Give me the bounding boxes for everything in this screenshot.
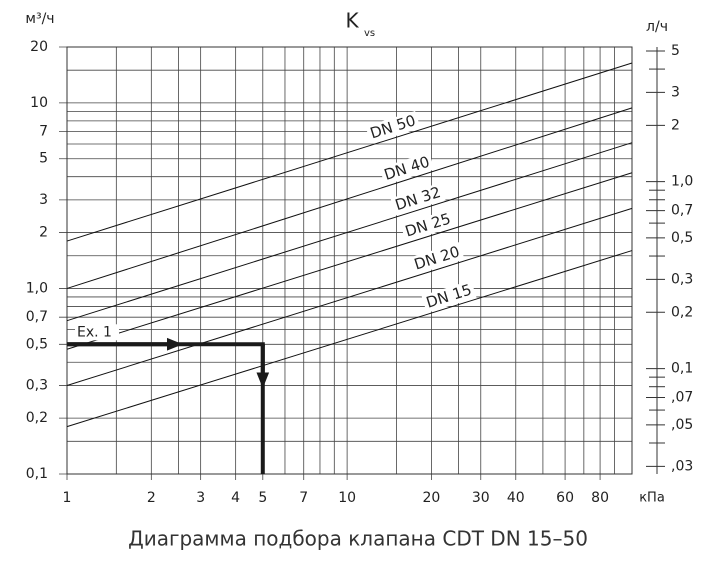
y-tick-label: 0,2	[26, 410, 48, 426]
example-label: Ex. 1	[77, 324, 112, 340]
x-tick-label: 7	[299, 490, 308, 506]
y-tick-label: 0,1	[26, 466, 48, 482]
x-tick-label: 2	[147, 490, 156, 506]
y-tick-label: 3	[39, 192, 48, 208]
y2-tick-label: 0,1	[671, 361, 693, 377]
y-tick-label: 0,3	[26, 377, 48, 393]
y2-tick-label: ,05	[671, 417, 693, 433]
label-bg	[409, 242, 465, 275]
plot-frame	[66, 46, 633, 475]
label-bg	[421, 280, 477, 313]
y2-tick-label: 1,0	[671, 174, 693, 190]
y-axis-label: м³/ч	[25, 11, 54, 27]
dn-label: DN 25	[403, 209, 453, 240]
x-axis-label: кПа	[639, 491, 665, 506]
y-tick-label: 20	[30, 39, 48, 55]
y-tick-label: 7	[39, 124, 48, 140]
dn-line	[66, 142, 633, 322]
y2-tick-label: ,03	[671, 458, 693, 474]
dn-label: DN 20	[412, 242, 462, 273]
chart-title: K	[345, 9, 359, 33]
x-tick-label: 80	[591, 490, 609, 506]
y2-tick-label: 0,2	[671, 304, 693, 320]
y2-axis-label: л/ч	[646, 19, 668, 35]
x-tick-label: 10	[338, 490, 356, 506]
y-tick-label: 0,7	[26, 309, 48, 325]
x-tick-label: 30	[472, 490, 490, 506]
x-tick-label: 20	[423, 490, 441, 506]
dn-label: DN 32	[393, 183, 443, 214]
x-tick-label: 5	[258, 490, 267, 506]
label-bg	[390, 182, 446, 216]
y2-tick-label: 5	[671, 43, 680, 59]
y-tick-label: 5	[39, 151, 48, 167]
label-bg	[379, 152, 435, 186]
x-tick-label: 3	[196, 490, 205, 506]
y-tick-label: 2	[39, 225, 48, 241]
label-bg	[365, 110, 421, 144]
x-tick-label: 4	[231, 490, 240, 506]
y2-tick-label: ,07	[671, 390, 693, 406]
dn-line	[66, 250, 633, 428]
y-tick-label: 0,5	[26, 336, 48, 352]
y2-tick-label: 3	[671, 84, 680, 100]
y2-tick-label: 2	[671, 117, 680, 133]
x-tick-label: 40	[507, 490, 525, 506]
y-tick-label: 10	[30, 95, 48, 111]
label-bg	[400, 209, 456, 242]
x-tick-label: 60	[556, 490, 574, 506]
chart-title-sub: vs	[364, 28, 375, 39]
y-tick-label: 1,0	[26, 280, 48, 296]
caption: Диаграмма подбора клапана CDT DN 15–50	[128, 527, 588, 551]
x-tick-label: 1	[63, 490, 72, 506]
y2-tick-label: 0,7	[671, 203, 693, 219]
dn-line	[66, 207, 633, 386]
label-bg	[75, 324, 119, 341]
dn-line	[66, 107, 633, 289]
dn-label: DN 50	[368, 111, 418, 142]
y2-tick-label: 0,5	[671, 230, 693, 246]
dn-line	[66, 62, 633, 242]
dn-label: DN 40	[382, 153, 432, 184]
dn-line	[66, 172, 633, 350]
y2-tick-label: 0,3	[671, 271, 693, 287]
